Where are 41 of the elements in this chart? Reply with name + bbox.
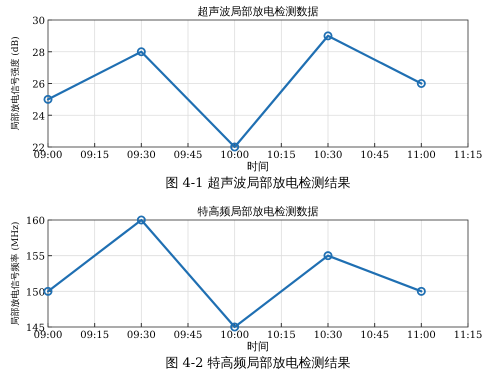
- x-axis-title: 时间: [247, 340, 269, 353]
- point: [416, 79, 426, 88]
- x-tick-label: 11:15: [454, 330, 482, 341]
- x-tick-label: 09:30: [126, 150, 156, 161]
- point: [416, 286, 426, 296]
- x-tick-label: 11:00: [406, 330, 436, 341]
- y-axis-title: 局部放电信号强度 (dB): [10, 36, 21, 131]
- x-tick-label: 10:30: [314, 330, 342, 341]
- x-axis-title: 时间: [247, 160, 269, 173]
- point: [324, 31, 332, 40]
- chart-title: 超声波局部放电检测数据: [198, 5, 318, 18]
- y-tick-label: 26: [32, 80, 45, 90]
- y-tick-label: 150: [26, 287, 45, 298]
- y-tick-label: 28: [32, 48, 45, 59]
- point: [44, 94, 52, 104]
- x-tick-label: 09:45: [174, 150, 202, 161]
- y-axis-title: 局部放电信号频率 (MHz): [10, 222, 21, 326]
- x-tick-label: 10:45: [360, 150, 390, 161]
- x-tick-label: 09:15: [80, 150, 110, 161]
- x-tick-label: 11:00: [406, 150, 436, 161]
- y-tick-label: 24: [32, 111, 45, 122]
- x-tick-label: 10:30: [314, 150, 342, 161]
- point: [136, 216, 146, 224]
- caption: 图 4-2 特高频局部放电检测结果: [165, 355, 351, 371]
- chart-title: 特高频局部放电检测数据: [198, 205, 318, 218]
- x-tick-label: 11:15: [454, 150, 482, 161]
- x-tick-label: 10:15: [266, 330, 296, 341]
- y-tick-label: 160: [26, 216, 45, 227]
- y-tick-label: 30: [32, 16, 45, 27]
- x-tick-label: 09:45: [174, 330, 202, 341]
- point: [324, 251, 332, 260]
- y-tick-label: 155: [26, 252, 45, 263]
- x-tick-label: 10:15: [266, 150, 296, 161]
- x-tick-label: 09:30: [126, 330, 156, 341]
- x-tick-label: 09:15: [80, 330, 110, 341]
- point: [136, 47, 146, 56]
- x-tick-label: 10:00: [220, 330, 250, 341]
- caption: 图 4-1 超声波局部放电检测结果: [165, 176, 351, 191]
- point: [44, 286, 52, 296]
- x-tick-label: 10:00: [220, 150, 250, 161]
- x-tick-label: 10:45: [360, 330, 390, 341]
